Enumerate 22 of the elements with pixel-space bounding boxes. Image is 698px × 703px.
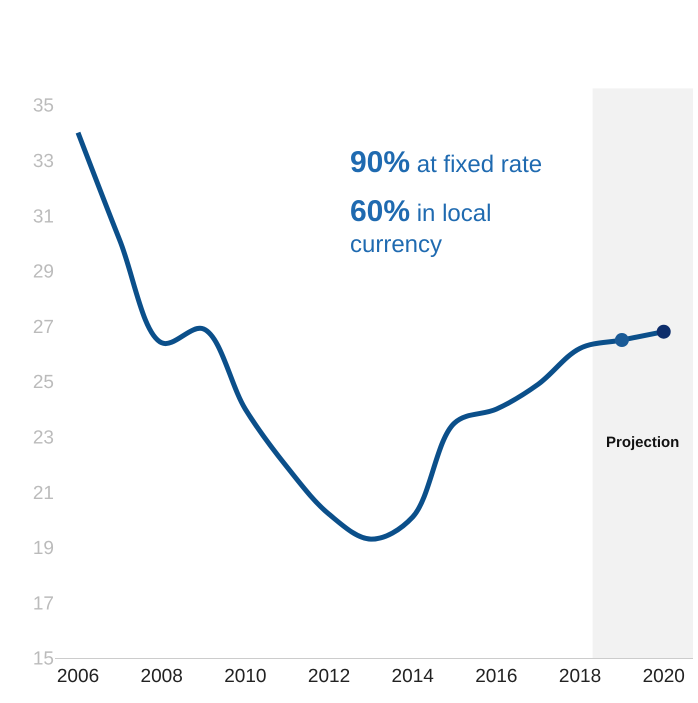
y-tick-label: 31 bbox=[32, 206, 54, 228]
y-tick-label: 25 bbox=[32, 372, 54, 394]
x-tick-label: 2008 bbox=[140, 666, 183, 687]
annotation: 60% in local currency bbox=[350, 195, 492, 258]
y-tick-label: 19 bbox=[32, 538, 54, 560]
x-tick-label: 2018 bbox=[558, 666, 602, 687]
x-tick-label: 2010 bbox=[224, 666, 266, 687]
y-tick-label: 27 bbox=[32, 316, 54, 338]
y-tick-label: 29 bbox=[32, 262, 54, 283]
x-tick-label: 2006 bbox=[56, 666, 100, 687]
annotation: 90% at fixed rate bbox=[350, 146, 542, 179]
y-tick-label: 17 bbox=[32, 593, 54, 614]
y-tick-label: 23 bbox=[32, 427, 54, 448]
x-tick-label: 2016 bbox=[475, 666, 518, 687]
y-tick-label: 35 bbox=[32, 96, 54, 117]
band-label: Projection bbox=[606, 434, 680, 451]
y-tick-label: 15 bbox=[32, 648, 54, 670]
x-tick-label: 2020 bbox=[642, 666, 685, 687]
x-tick-label: 2012 bbox=[308, 666, 350, 687]
y-tick-label: 21 bbox=[32, 482, 54, 504]
x-tick-label: 2014 bbox=[392, 666, 434, 687]
y-tick-label: 33 bbox=[32, 150, 54, 172]
